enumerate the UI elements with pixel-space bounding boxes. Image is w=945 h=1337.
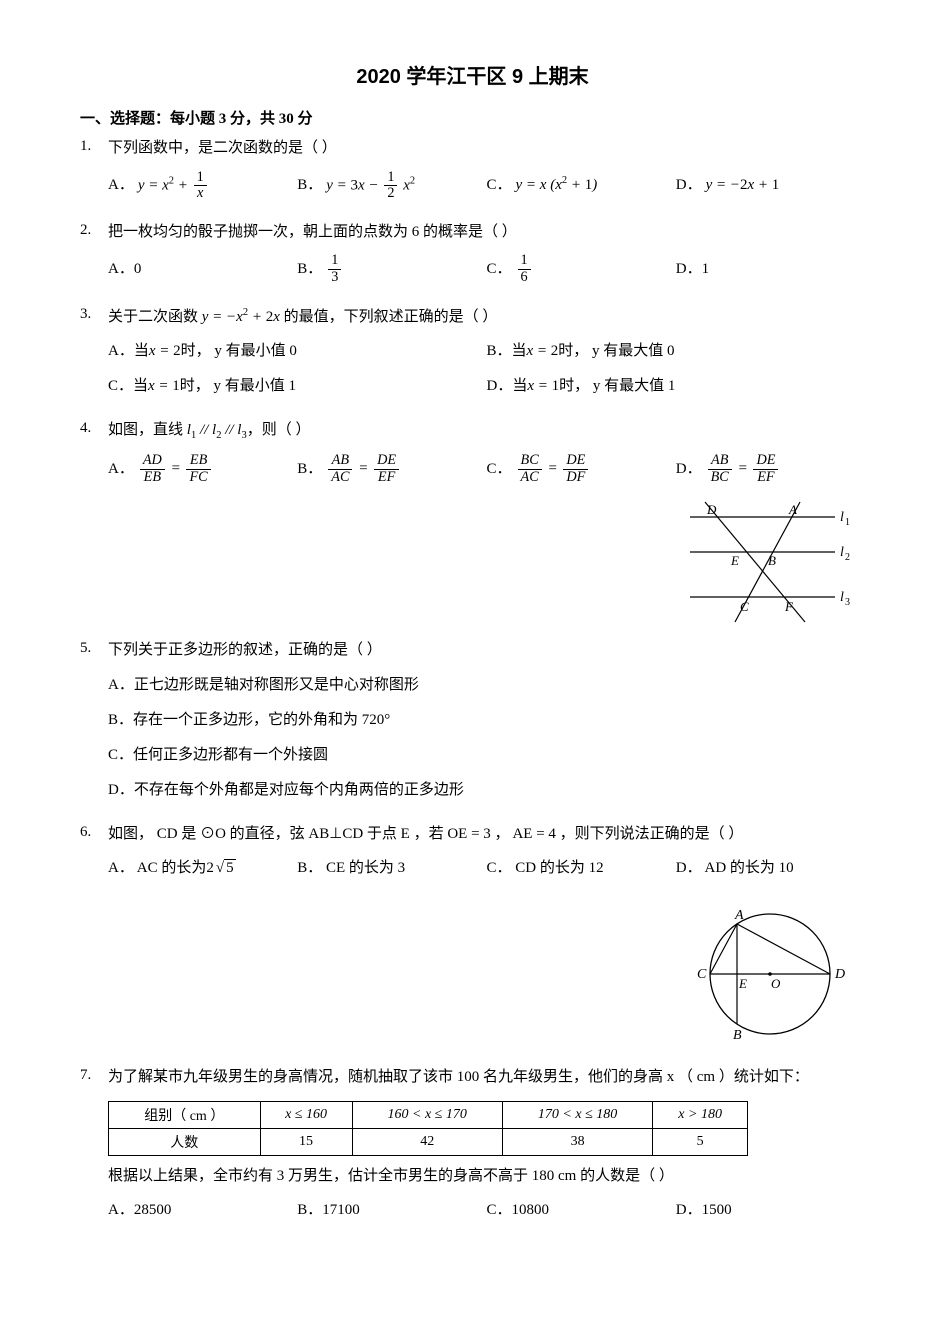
option-a: A．28500 xyxy=(108,1193,297,1228)
question-5: 5. 下列关于正多边形的叙述，正确的是（ ） A．正七边形既是轴对称图形又是中心… xyxy=(80,638,865,816)
val-3: 38 xyxy=(502,1128,652,1155)
q-stem: 为了解某市九年级男生的身高情况，随机抽取了该市 100 名九年级男生，他们的身高… xyxy=(108,1065,865,1091)
question-6: 6. 如图， CD 是 ⊙O 的直径，弦 AB⊥CD 于点 E ，若 OE = … xyxy=(80,822,865,1060)
option-b: B．存在一个正多边形，它的外角和为 720° xyxy=(108,703,865,738)
option-c: C．10800 xyxy=(487,1193,676,1228)
q-number: 4. xyxy=(80,418,108,437)
svg-text:O: O xyxy=(771,976,781,991)
option-d: D．当 x = 1 时， y 有最大值 1 xyxy=(487,369,866,404)
svg-text:D: D xyxy=(834,967,845,982)
option-a: A． AC 的长为 2√5 xyxy=(108,851,297,886)
val-2: 42 xyxy=(352,1128,502,1155)
svg-text:l: l xyxy=(840,590,844,605)
q-number: 5. xyxy=(80,638,108,657)
svg-text:3: 3 xyxy=(845,597,850,608)
th-group: 组别（ cm ） xyxy=(109,1101,261,1128)
svg-text:E: E xyxy=(730,553,739,568)
question-4: 4. 如图，直线 l1 // l2 // l3，则（ ） A． ADEB = E… xyxy=(80,418,865,632)
option-c: C． BCAC = DEDF xyxy=(487,449,676,489)
option-a: A．当 x = 2 时， y 有最小值 0 xyxy=(108,334,487,369)
option-a: A． y = x2 + 1x xyxy=(108,166,297,206)
question-3: 3. 关于二次函数 y = −x2 + 2x 的最值，下列叙述正确的是（ ） A… xyxy=(80,304,865,413)
q-stem: 如图，直线 l1 // l2 // l3，则（ ） xyxy=(108,418,865,445)
page-title: 2020 学年江干区 9 上期末 xyxy=(80,60,865,89)
svg-text:C: C xyxy=(740,599,749,614)
q-stem: 根据以上结果，全市约有 3 万男生，估计全市男生的身高不高于 180 cm 的人… xyxy=(108,1164,865,1190)
q-stem: 把一枚均匀的骰子抛掷一次，朝上面的点数为 6 的概率是（ ） xyxy=(108,220,865,246)
option-b: B．17100 xyxy=(297,1193,486,1228)
option-d: D．1500 xyxy=(676,1193,865,1228)
q-stem: 下列函数中，是二次函数的是（ ） xyxy=(108,136,865,162)
option-b: B．当 x = 2 时， y 有最大值 0 xyxy=(487,334,866,369)
q6-figure: A B C D E O xyxy=(675,894,865,1059)
svg-text:B: B xyxy=(733,1028,742,1043)
q4-figure: l1 l2 l3 D A E B C F xyxy=(685,497,865,632)
q-number: 7. xyxy=(80,1065,108,1084)
svg-text:l: l xyxy=(840,510,844,525)
option-d: D．1 xyxy=(676,249,865,289)
option-b: B． 13 xyxy=(297,249,486,289)
q-number: 1. xyxy=(80,136,108,155)
q-number: 3. xyxy=(80,304,108,323)
svg-text:A: A xyxy=(788,502,797,517)
option-d: D． ABBC = DEEF xyxy=(676,449,865,489)
q-stem: 关于二次函数 y = −x2 + 2x 的最值，下列叙述正确的是（ ） xyxy=(108,304,865,331)
q-number: 2. xyxy=(80,220,108,239)
question-7b: 根据以上结果，全市约有 3 万男生，估计全市男生的身高不高于 180 cm 的人… xyxy=(80,1164,865,1237)
option-d: D． AD 的长为 10 xyxy=(676,851,865,886)
q-stem: 下列关于正多边形的叙述，正确的是（ ） xyxy=(108,638,865,664)
q-stem: 如图， CD 是 ⊙O 的直径，弦 AB⊥CD 于点 E ，若 OE = 3 ，… xyxy=(108,822,865,848)
col-2: 160 < x ≤ 170 xyxy=(352,1101,502,1128)
option-c: C． 16 xyxy=(487,249,676,289)
svg-text:C: C xyxy=(697,967,707,982)
val-4: 5 xyxy=(653,1128,748,1155)
col-3: 170 < x ≤ 180 xyxy=(502,1101,652,1128)
option-b: B． ABAC = DEEF xyxy=(297,449,486,489)
option-c: C． CD 的长为 12 xyxy=(487,851,676,886)
svg-text:D: D xyxy=(706,502,717,517)
question-7: 7. 为了解某市九年级男生的身高情况，随机抽取了该市 100 名九年级男生，他们… xyxy=(80,1065,865,1095)
q-number: 6. xyxy=(80,822,108,841)
option-d: D． y = −2x + 1 xyxy=(676,166,865,206)
svg-text:l: l xyxy=(840,545,844,560)
question-1: 1. 下列函数中，是二次函数的是（ ） A． y = x2 + 1x B． y … xyxy=(80,136,865,214)
option-d: D．不存在每个外角都是对应每个内角两倍的正多边形 xyxy=(108,773,865,808)
option-a: A．0 xyxy=(108,249,297,289)
svg-text:2: 2 xyxy=(845,552,850,563)
svg-text:A: A xyxy=(734,908,744,923)
option-b: B． y = 3x − 12 x2 xyxy=(297,166,486,206)
question-2: 2. 把一枚均匀的骰子抛掷一次，朝上面的点数为 6 的概率是（ ） A．0 B．… xyxy=(80,220,865,298)
option-b: B． CE 的长为 3 xyxy=(297,851,486,886)
svg-text:E: E xyxy=(738,976,747,991)
section-heading: 一、选择题：每小题 3 分，共 30 分 xyxy=(80,107,865,128)
svg-text:B: B xyxy=(768,553,776,568)
val-1: 15 xyxy=(260,1128,352,1155)
option-c: C． y = x (x2 + 1) xyxy=(487,166,676,206)
col-1: x ≤ 160 xyxy=(260,1101,352,1128)
svg-text:F: F xyxy=(784,599,794,614)
option-c: C．当 x = 1 时， y 有最小值 1 xyxy=(108,369,487,404)
svg-text:1: 1 xyxy=(845,517,850,528)
th-count: 人数 xyxy=(109,1128,261,1155)
option-a: A．正七边形既是轴对称图形又是中心对称图形 xyxy=(108,668,865,703)
col-4: x > 180 xyxy=(653,1101,748,1128)
option-a: A． ADEB = EBFC xyxy=(108,449,297,489)
q7-table: 组别（ cm ） x ≤ 160 160 < x ≤ 170 170 < x ≤… xyxy=(108,1101,748,1156)
option-c: C．任何正多边形都有一个外接圆 xyxy=(108,738,865,773)
